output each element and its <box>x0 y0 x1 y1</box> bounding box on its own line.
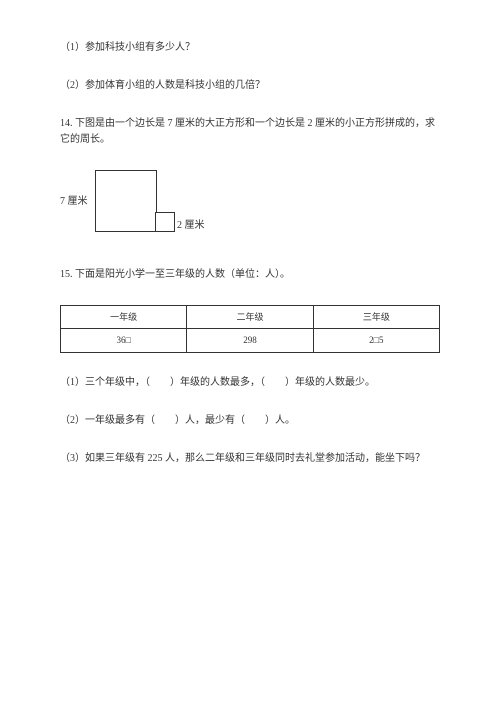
small-square <box>155 212 175 232</box>
cell-grade3: 2□5 <box>313 329 439 352</box>
col-grade1-header: 一年级 <box>61 306 187 329</box>
question-15-2: （2）一年级最多有（ ）人，最少有（ ）人。 <box>60 413 440 429</box>
grade-table: 一年级 二年级 三年级 36□ 298 2□5 <box>60 305 440 353</box>
question-15-3: （3）如果三年级有 225 人，那么二年级和三年级同时去礼堂参加活动，能坐下吗？ <box>60 451 440 467</box>
question-13-1: （1）参加科技小组有多少人？ <box>60 40 440 56</box>
page: （1）参加科技小组有多少人？ （2）参加体育小组的人数是科技小组的几倍？ 14.… <box>0 0 500 707</box>
cell-grade2: 298 <box>187 329 313 352</box>
label-2cm: 2 厘米 <box>177 218 205 234</box>
figure-14: 7 厘米 2 厘米 <box>60 170 230 245</box>
table-header-row: 一年级 二年级 三年级 <box>61 306 440 329</box>
cell-grade1: 36□ <box>61 329 187 352</box>
table-data-row: 36□ 298 2□5 <box>61 329 440 352</box>
col-grade2-header: 二年级 <box>187 306 313 329</box>
question-15-1: （1）三个年级中，（ ）年级的人数最多，（ ）年级的人数最少。 <box>60 375 440 391</box>
big-square <box>95 170 157 232</box>
question-13-2: （2）参加体育小组的人数是科技小组的几倍？ <box>60 78 440 94</box>
label-7cm: 7 厘米 <box>60 194 88 210</box>
question-14-text: 14. 下图是由一个边长是 7 厘米的大正方形和一个边长是 2 厘米的小正方形拼… <box>60 116 440 148</box>
question-15-text: 15. 下面是阳光小学一至三年级的人数（单位：人）。 <box>60 267 440 283</box>
col-grade3-header: 三年级 <box>313 306 439 329</box>
